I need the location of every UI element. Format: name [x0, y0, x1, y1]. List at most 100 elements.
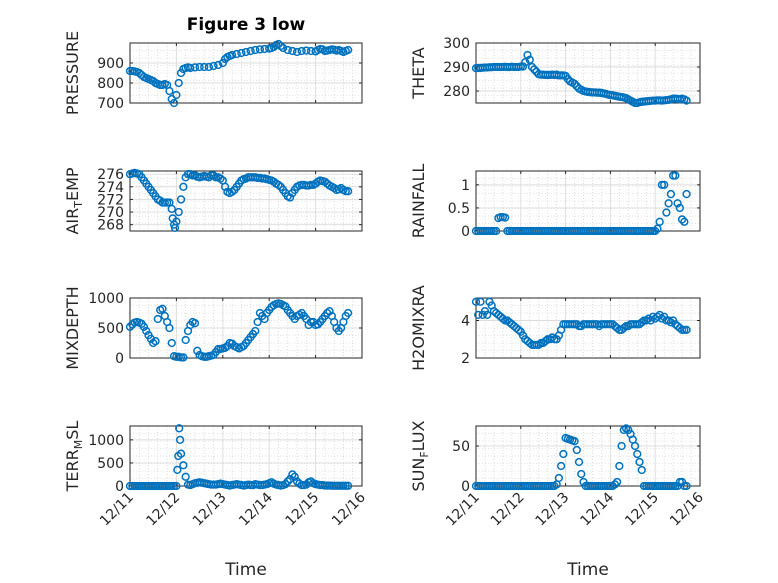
- data-point: [577, 469, 586, 479]
- subplot-rainfall: 0 0.5 1 RAINFALL: [409, 164, 701, 240]
- data-point: [474, 310, 483, 320]
- data-point: [179, 353, 188, 362]
- data-point: [253, 317, 262, 327]
- data-point: [274, 180, 283, 190]
- data-point: [527, 62, 537, 72]
- data-point: [343, 187, 353, 196]
- data-point: [125, 322, 135, 331]
- axes-box: [475, 170, 701, 232]
- data-point: [666, 189, 676, 199]
- data-point: [209, 61, 218, 71]
- axes-box: [475, 425, 701, 487]
- data-point: [655, 217, 664, 226]
- data-point: [637, 465, 646, 475]
- data-point: [651, 226, 660, 236]
- y-axis-label: AIRTEMP: [63, 167, 85, 234]
- y-tick-label: 276: [97, 167, 124, 183]
- data-point: [290, 472, 299, 481]
- data-point: [325, 307, 334, 316]
- data-point: [675, 203, 684, 213]
- x-axis-label: Time: [224, 560, 267, 580]
- data-point: [343, 45, 353, 55]
- data-point: [209, 171, 218, 180]
- data-point: [525, 55, 534, 64]
- data-point: [682, 325, 691, 335]
- data-point: [167, 338, 176, 348]
- data-point: [664, 199, 673, 208]
- y-tick-label: 268: [97, 218, 124, 234]
- y-tick-label: 0: [115, 479, 124, 495]
- data-point: [190, 319, 200, 328]
- y-tick-label: 280: [443, 84, 470, 100]
- data-point: [151, 337, 160, 346]
- y-axis-label: PRESSURE: [63, 31, 82, 115]
- data-point: [176, 195, 186, 204]
- y-tick-label: 274: [97, 180, 124, 196]
- data-point: [297, 46, 306, 56]
- data-point: [673, 199, 682, 208]
- y-axis-label: H2OMIXRA: [409, 285, 428, 371]
- subplot-h2omixra: 2 4 H2OMIXRA: [409, 285, 701, 371]
- data-point: [574, 457, 584, 467]
- data-point: [186, 63, 195, 73]
- data-point: [682, 189, 691, 199]
- data-markers: [471, 50, 691, 108]
- data-point: [635, 457, 644, 467]
- data-point: [241, 47, 251, 57]
- y-tick-label: 800: [97, 76, 124, 92]
- data-point: [169, 98, 179, 108]
- y-tick-label: 500: [97, 321, 124, 337]
- data-point: [671, 171, 680, 180]
- data-point: [195, 62, 204, 72]
- y-tick-label: 700: [97, 96, 124, 112]
- data-point: [662, 208, 671, 217]
- data-point: [153, 314, 162, 324]
- axes-box: [475, 42, 701, 104]
- data-point: [343, 481, 353, 490]
- data-point: [276, 41, 285, 51]
- data-point: [572, 445, 581, 455]
- data-point: [288, 470, 297, 479]
- plot-area: [130, 426, 362, 486]
- x-axis-label: Time: [566, 560, 609, 580]
- data-point: [142, 326, 151, 336]
- data-point: [179, 182, 188, 191]
- data-point: [251, 326, 260, 336]
- data-point: [251, 45, 260, 55]
- data-point: [653, 224, 662, 233]
- y-tick-label: 1000: [88, 291, 124, 307]
- y-axis-label: MIXDEPTH: [63, 286, 82, 369]
- data-point: [471, 297, 481, 306]
- data-point: [521, 58, 530, 67]
- data-point: [624, 425, 633, 435]
- data-point: [682, 481, 691, 491]
- data-point: [642, 316, 651, 325]
- data-point: [554, 473, 564, 483]
- data-point: [204, 62, 214, 72]
- data-point: [176, 449, 186, 458]
- subplot-theta: 280 290 300 THETA: [409, 36, 701, 108]
- y-tick-label: 290: [443, 60, 470, 76]
- data-point: [570, 437, 579, 446]
- data-markers: [125, 299, 353, 362]
- y-tick-label: 50: [452, 439, 470, 455]
- data-point: [534, 340, 543, 350]
- data-markers: [471, 424, 691, 491]
- data-markers: [471, 171, 691, 236]
- data-point: [181, 472, 190, 481]
- data-point: [680, 217, 689, 226]
- y-axis-label: RAINFALL: [409, 164, 428, 239]
- data-point: [619, 323, 628, 333]
- data-point: [174, 78, 183, 88]
- subplot-pressure: 700 800 900 PRESSURE Figure 3 low: [63, 15, 363, 115]
- data-point: [232, 49, 241, 59]
- data-point: [630, 441, 640, 451]
- data-point: [190, 63, 200, 72]
- data-point: [181, 335, 190, 345]
- axes-box: [129, 425, 363, 487]
- data-point: [637, 318, 646, 327]
- data-point: [255, 45, 265, 54]
- data-point: [476, 297, 485, 306]
- data-point: [135, 68, 144, 78]
